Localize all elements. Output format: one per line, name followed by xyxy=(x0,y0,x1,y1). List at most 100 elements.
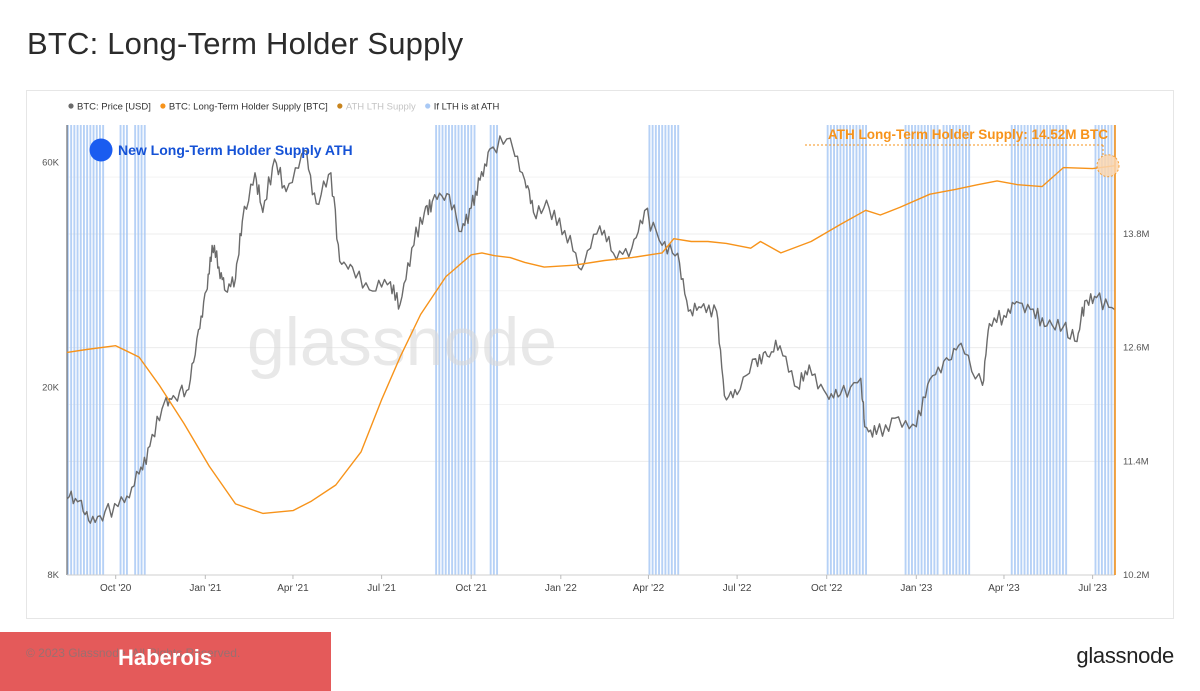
x-tick-label: Apr '23 xyxy=(988,583,1020,594)
ath-bar xyxy=(73,125,76,575)
ath-bar xyxy=(140,125,143,575)
ath-bar xyxy=(95,125,98,575)
axes: 8K 20K 60K 10.2M 11.4M 12.6M 13.8M Oct '20 Jan '… xyxy=(42,125,1149,594)
x-tick-label: Jul '23 xyxy=(1078,583,1107,594)
footer-band xyxy=(0,632,331,691)
ath-bar xyxy=(1055,125,1058,575)
ath-bar xyxy=(89,125,92,575)
ath-bar xyxy=(438,125,441,575)
ath-bar xyxy=(1097,125,1100,575)
footer-logo: glassnode xyxy=(1076,643,1174,668)
x-tick-label: Oct '20 xyxy=(100,583,132,594)
y-right-tick-label: 13.8M xyxy=(1123,229,1149,240)
ath-bar xyxy=(119,125,122,575)
legend-swatch xyxy=(160,103,166,109)
ath-bar xyxy=(845,125,848,575)
y-right-tick-label: 12.6M xyxy=(1123,343,1149,354)
ath-bar xyxy=(441,125,444,575)
x-tick-label: Jan '21 xyxy=(189,583,221,594)
ath-bar xyxy=(496,125,499,575)
ath-bar xyxy=(125,125,128,575)
ath-bar xyxy=(454,125,457,575)
ath-bar xyxy=(447,125,450,575)
page-title: BTC: Long-Term Holder Supply xyxy=(27,26,464,61)
ath-bar xyxy=(968,125,971,575)
ath-bar xyxy=(1010,125,1013,575)
chart-frame: BTC: Price [USD] BTC: Long-Term Holder Su… xyxy=(26,90,1174,619)
ath-bar xyxy=(842,125,845,575)
x-tick-label: Jul '22 xyxy=(723,583,752,594)
ath-bar xyxy=(70,125,73,575)
x-tick-label: Apr '22 xyxy=(633,583,665,594)
ath-bar xyxy=(102,125,105,575)
ath-bar xyxy=(1029,125,1032,575)
ath-bar xyxy=(1110,125,1113,575)
ath-bar xyxy=(1017,125,1020,575)
ath-bar xyxy=(460,125,463,575)
ath-bar xyxy=(134,125,137,575)
ath-bar xyxy=(648,125,651,575)
ath-bar xyxy=(861,125,864,575)
new-ath-dot xyxy=(89,138,113,162)
lth-supply-line xyxy=(66,165,1116,515)
ath-bar xyxy=(839,125,842,575)
ath-bar xyxy=(470,125,473,575)
y-left-tick-label: 8K xyxy=(47,570,59,581)
ath-bar xyxy=(826,125,829,575)
y-left-tick-label: 60K xyxy=(42,157,60,168)
ath-bar xyxy=(1013,125,1016,575)
ath-bar xyxy=(99,125,101,575)
ath-bar xyxy=(1104,125,1107,575)
ath-bar xyxy=(933,125,936,575)
ath-bar xyxy=(1094,125,1097,575)
ath-bar xyxy=(67,125,69,575)
ath-bar xyxy=(1020,125,1023,575)
watermark: glassnode xyxy=(247,304,557,380)
ath-bar xyxy=(92,125,95,575)
ath-bar xyxy=(658,125,660,575)
ath-bar xyxy=(1026,125,1029,575)
price-line xyxy=(66,135,1116,524)
brand-overlay: Haberois xyxy=(118,645,213,670)
x-tick-label: Oct '21 xyxy=(456,583,488,594)
ath-bar xyxy=(651,125,654,575)
ath-bar xyxy=(1042,125,1045,575)
ath-bar xyxy=(858,125,861,575)
ath-bar xyxy=(1061,125,1064,575)
ath-bar xyxy=(904,125,907,575)
ath-bar xyxy=(1039,125,1042,575)
ath-bar xyxy=(1033,125,1036,575)
ath-bar xyxy=(852,125,855,575)
ath-bar xyxy=(444,125,447,575)
ath-bar xyxy=(654,125,657,575)
grid xyxy=(67,176,1115,576)
ath-bar xyxy=(829,125,832,575)
copyright: © 2023 Glassnode. All Rights Reserved. xyxy=(26,646,241,660)
ath-bar xyxy=(677,125,680,575)
ath-bar xyxy=(467,125,470,575)
x-tick-label: Jul '21 xyxy=(367,583,396,594)
ath-bar xyxy=(1065,125,1068,575)
legend-swatch xyxy=(425,103,431,109)
new-ath-label: New Long-Term Holder Supply ATH xyxy=(118,142,353,158)
ath-bar xyxy=(143,125,146,575)
ath-bar xyxy=(930,125,933,575)
y-right-tick-label: 11.4M xyxy=(1123,456,1149,467)
ath-bar xyxy=(664,125,667,575)
ath-bar xyxy=(451,125,454,575)
ath-bar xyxy=(855,125,858,575)
ath-bar xyxy=(923,125,926,575)
y-left-tick-label: 20K xyxy=(42,382,60,393)
ath-bar xyxy=(865,125,868,575)
x-tick-label: Apr '21 xyxy=(277,583,309,594)
legend-swatch xyxy=(337,103,343,109)
ath-bar xyxy=(849,125,852,575)
ath-bar xyxy=(76,125,79,575)
ath-bar xyxy=(945,125,948,575)
ath-bar xyxy=(942,125,945,575)
ath-bar xyxy=(1100,125,1103,575)
ath-bar xyxy=(949,125,951,575)
ath-bar xyxy=(965,125,967,575)
ath-bar xyxy=(920,125,923,575)
ath-bar xyxy=(667,125,670,575)
